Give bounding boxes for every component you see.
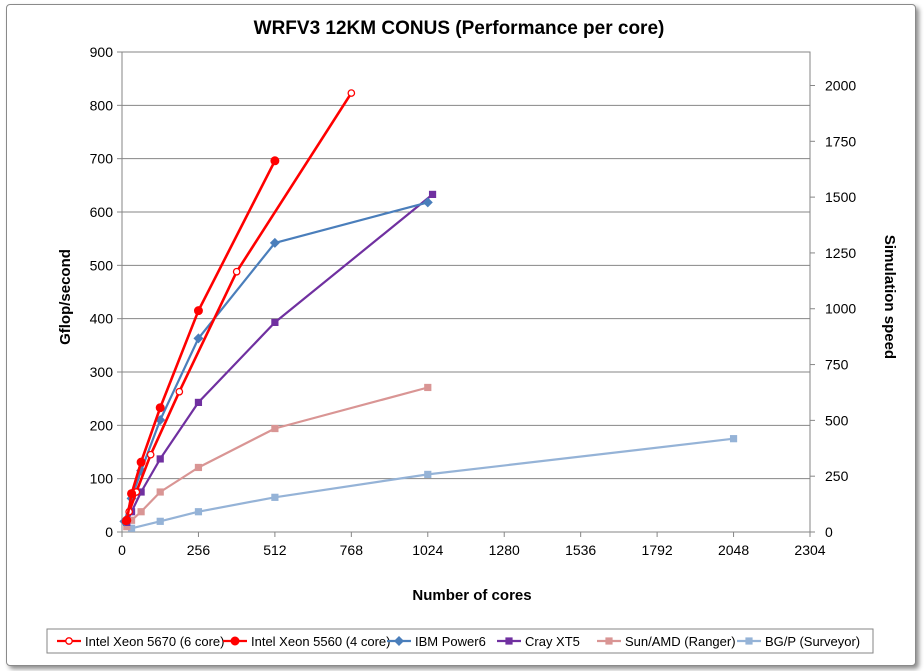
legend-item: Intel Xeon 5670 (6 core) [57, 634, 224, 649]
x-tick-label: 2048 [718, 542, 749, 558]
plot-area [121, 51, 811, 533]
series-sun-amd-ranger [123, 383, 432, 531]
x-tick-label: 1280 [489, 542, 520, 558]
y-tick-label: 600 [90, 204, 114, 220]
data-point [194, 508, 203, 516]
series-line [123, 201, 429, 522]
legend-label: Intel Xeon 5670 (6 core) [85, 634, 224, 649]
legend-label: Intel Xeon 5560 (4 core) [251, 634, 390, 649]
series-layer [119, 89, 738, 532]
y2-tick-label: 750 [825, 357, 849, 373]
series-ibm-power6 [119, 197, 433, 527]
y2-tick-label: 2000 [825, 77, 856, 93]
data-point [424, 383, 432, 392]
x-tick-label: 512 [263, 542, 287, 558]
data-point [146, 450, 155, 459]
data-point [156, 488, 164, 496]
data-point [729, 435, 738, 443]
data-point [127, 524, 136, 532]
series-line [125, 160, 277, 521]
y-tick-label: 100 [90, 471, 114, 487]
data-point [175, 387, 184, 396]
y2-tick-label: 0 [825, 524, 833, 540]
data-point [232, 267, 241, 276]
legend-marker [65, 637, 73, 645]
series-line [131, 437, 734, 530]
legend-box [46, 628, 874, 654]
data-point [155, 403, 165, 413]
legend-label: Cray XT5 [525, 634, 580, 649]
data-point [193, 333, 204, 344]
data-point [137, 488, 145, 496]
legend-label: BG/P (Surveyor) [765, 634, 860, 649]
legend-item: Intel Xeon 5560 (4 core) [223, 634, 390, 649]
y2-tick-label: 1250 [825, 245, 856, 261]
y2-tick-label: 500 [825, 412, 849, 428]
x-tick-label: 256 [187, 542, 211, 558]
y2-tick-label: 250 [825, 468, 849, 484]
data-point [422, 197, 433, 208]
axes: 0 100 200 300 400 500 600 700 800 900 0 256 512 768 10… [90, 44, 857, 558]
data-point [127, 516, 136, 524]
data-point [194, 398, 203, 406]
data-point [136, 457, 146, 467]
y2-tick-label: 1000 [825, 301, 856, 317]
y-tick-label: 500 [90, 257, 114, 273]
data-point [428, 190, 437, 198]
x-tick-label: 1536 [565, 542, 596, 558]
legend-marker [605, 637, 613, 645]
data-point [271, 318, 279, 326]
gridlines [122, 51, 810, 533]
legend-marker [505, 637, 513, 645]
series-line [125, 193, 434, 523]
chart-frame: WRFV3 12KM CONUS (Performance per core) … [6, 4, 916, 666]
x-tick-label: 2304 [794, 542, 825, 558]
y2-tick-label: 1750 [825, 133, 856, 149]
data-point [269, 237, 280, 248]
data-point [347, 89, 356, 97]
y-tick-label: 800 [90, 97, 114, 113]
series-bg-p-surveyor [127, 435, 738, 532]
series-intel-xeon-5560-4-core [122, 156, 280, 525]
legend-label: Sun/AMD (Ranger) [625, 634, 736, 649]
y2-axis-label: Simulation speed [881, 235, 898, 359]
data-point [194, 463, 203, 472]
performance-chart: WRFV3 12KM CONUS (Performance per core) … [46, 18, 898, 654]
legend-marker [394, 636, 404, 646]
data-point [156, 517, 164, 525]
x-tick-label: 768 [340, 542, 364, 558]
data-point [270, 156, 280, 166]
legend-item: Sun/AMD (Ranger) [597, 634, 736, 649]
chart-title: WRFV3 12KM CONUS (Performance per core) [254, 18, 665, 39]
data-point [424, 470, 432, 478]
data-point [123, 523, 131, 531]
data-point [127, 489, 137, 499]
legend: Intel Xeon 5670 (6 core) Intel Xeon 5560 … [57, 634, 860, 649]
y-tick-label: 0 [105, 524, 113, 540]
y-tick-label: 300 [90, 364, 114, 380]
x-tick-label: 0 [118, 542, 126, 558]
data-point [122, 515, 132, 525]
y-tick-label: 700 [90, 151, 114, 167]
data-point [271, 493, 279, 501]
x-tick-label: 1024 [412, 542, 443, 558]
data-point [137, 508, 145, 516]
y-axis-label: Gflop/second [57, 249, 74, 345]
legend-label: IBM Power6 [415, 634, 486, 649]
y-tick-label: 400 [90, 311, 114, 327]
y2-tick-label: 1500 [825, 189, 856, 205]
legend-item: BG/P (Surveyor) [737, 634, 860, 649]
y-tick-label: 900 [90, 44, 114, 60]
legend-item: IBM Power6 [387, 634, 486, 649]
legend-marker [230, 636, 240, 646]
legend-item: Cray XT5 [497, 634, 580, 649]
x-tick-label: 1792 [642, 542, 673, 558]
x-axis-label: Number of cores [412, 587, 531, 604]
data-point [156, 455, 164, 463]
legend-marker [745, 637, 753, 645]
data-point [271, 424, 279, 433]
data-point [193, 306, 203, 316]
y-tick-label: 200 [90, 417, 114, 433]
